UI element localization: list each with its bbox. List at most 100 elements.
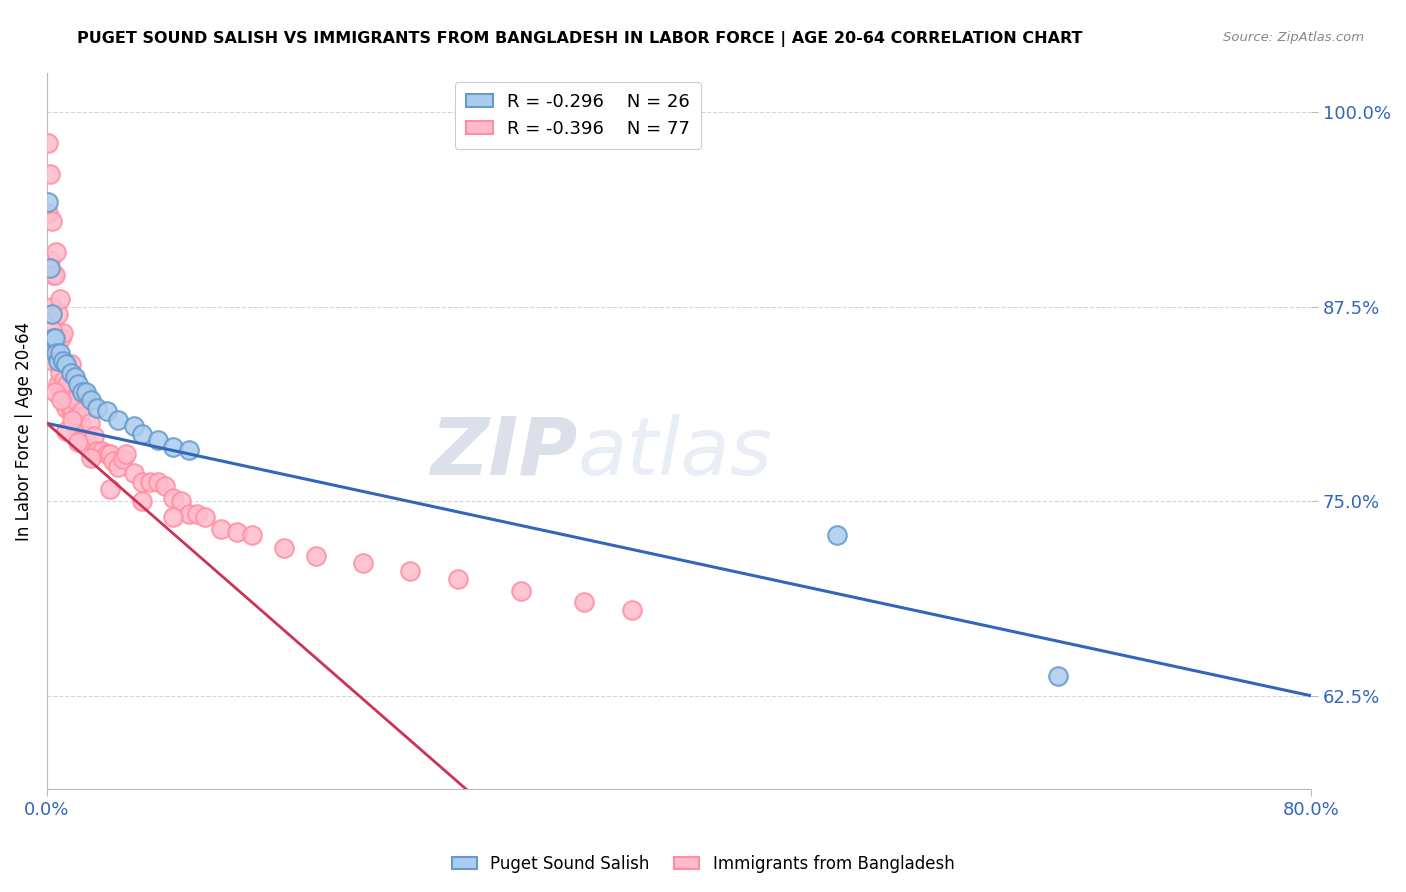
Point xyxy=(45,245,67,260)
Point xyxy=(574,595,596,609)
Point xyxy=(53,373,76,387)
Point xyxy=(46,346,69,360)
Point xyxy=(273,541,295,555)
Point xyxy=(70,404,93,418)
Point xyxy=(510,584,533,599)
Point xyxy=(42,331,65,345)
Point xyxy=(122,419,145,434)
Point xyxy=(162,491,184,505)
Point xyxy=(59,404,82,418)
Point xyxy=(103,453,125,467)
Point xyxy=(49,392,72,407)
Point xyxy=(46,354,69,368)
Point xyxy=(59,357,82,371)
Point xyxy=(86,444,108,458)
Point xyxy=(66,409,89,423)
Point xyxy=(37,206,59,220)
Point xyxy=(75,385,97,400)
Text: PUGET SOUND SALISH VS IMMIGRANTS FROM BANGLADESH IN LABOR FORCE | AGE 20-64 CORR: PUGET SOUND SALISH VS IMMIGRANTS FROM BA… xyxy=(77,31,1083,47)
Point xyxy=(60,413,83,427)
Point xyxy=(65,369,87,384)
Point xyxy=(49,385,72,400)
Point xyxy=(131,494,153,508)
Point xyxy=(352,557,374,571)
Point xyxy=(79,417,101,431)
Point xyxy=(304,549,326,563)
Point xyxy=(67,377,90,392)
Point xyxy=(67,424,90,438)
Point xyxy=(111,452,134,467)
Point xyxy=(55,357,77,371)
Point xyxy=(65,392,87,407)
Point xyxy=(186,507,208,521)
Point xyxy=(60,401,83,415)
Point xyxy=(37,195,59,210)
Point xyxy=(52,354,75,368)
Point xyxy=(44,385,66,400)
Point xyxy=(44,346,66,360)
Point xyxy=(179,507,201,521)
Point xyxy=(41,307,63,321)
Text: ZIP: ZIP xyxy=(430,414,578,491)
Point xyxy=(75,432,97,446)
Point xyxy=(225,525,247,540)
Point xyxy=(37,136,59,150)
Text: Source: ZipAtlas.com: Source: ZipAtlas.com xyxy=(1223,31,1364,45)
Point xyxy=(194,509,217,524)
Point xyxy=(98,482,121,496)
Point xyxy=(825,528,848,542)
Point xyxy=(48,292,70,306)
Point xyxy=(69,417,91,431)
Point xyxy=(80,450,103,465)
Legend: R = -0.296    N = 26, R = -0.396    N = 77: R = -0.296 N = 26, R = -0.396 N = 77 xyxy=(456,82,702,149)
Y-axis label: In Labor Force | Age 20-64: In Labor Force | Age 20-64 xyxy=(15,321,32,541)
Point xyxy=(58,392,80,407)
Point xyxy=(41,214,63,228)
Point xyxy=(55,424,77,438)
Point xyxy=(179,442,201,457)
Point xyxy=(48,367,70,381)
Point xyxy=(96,404,118,418)
Point xyxy=(96,447,118,461)
Point xyxy=(44,331,66,345)
Point xyxy=(59,367,82,381)
Point xyxy=(56,377,79,392)
Point xyxy=(41,300,63,314)
Legend: Puget Sound Salish, Immigrants from Bangladesh: Puget Sound Salish, Immigrants from Bang… xyxy=(444,848,962,880)
Point xyxy=(131,427,153,442)
Point xyxy=(39,167,62,181)
Point xyxy=(42,268,65,283)
Point xyxy=(155,478,177,492)
Point xyxy=(209,522,232,536)
Point xyxy=(42,354,65,368)
Point xyxy=(620,603,643,617)
Point xyxy=(240,528,263,542)
Point xyxy=(49,331,72,345)
Point xyxy=(39,260,62,275)
Point xyxy=(39,252,62,267)
Point xyxy=(45,346,67,360)
Point xyxy=(41,323,63,337)
Point xyxy=(83,429,105,443)
Point xyxy=(107,459,129,474)
Point xyxy=(1047,668,1070,682)
Point xyxy=(44,268,66,283)
Point xyxy=(48,346,70,360)
Point xyxy=(45,331,67,345)
Point xyxy=(62,417,84,431)
Point xyxy=(146,475,169,490)
Point xyxy=(122,466,145,480)
Point xyxy=(86,401,108,415)
Point xyxy=(447,572,470,586)
Point xyxy=(162,509,184,524)
Point xyxy=(80,392,103,407)
Point xyxy=(46,307,69,321)
Point xyxy=(98,447,121,461)
Point xyxy=(52,388,75,402)
Point xyxy=(162,440,184,454)
Point xyxy=(131,475,153,490)
Point xyxy=(91,444,114,458)
Point xyxy=(52,326,75,340)
Point xyxy=(55,401,77,415)
Point xyxy=(115,447,138,461)
